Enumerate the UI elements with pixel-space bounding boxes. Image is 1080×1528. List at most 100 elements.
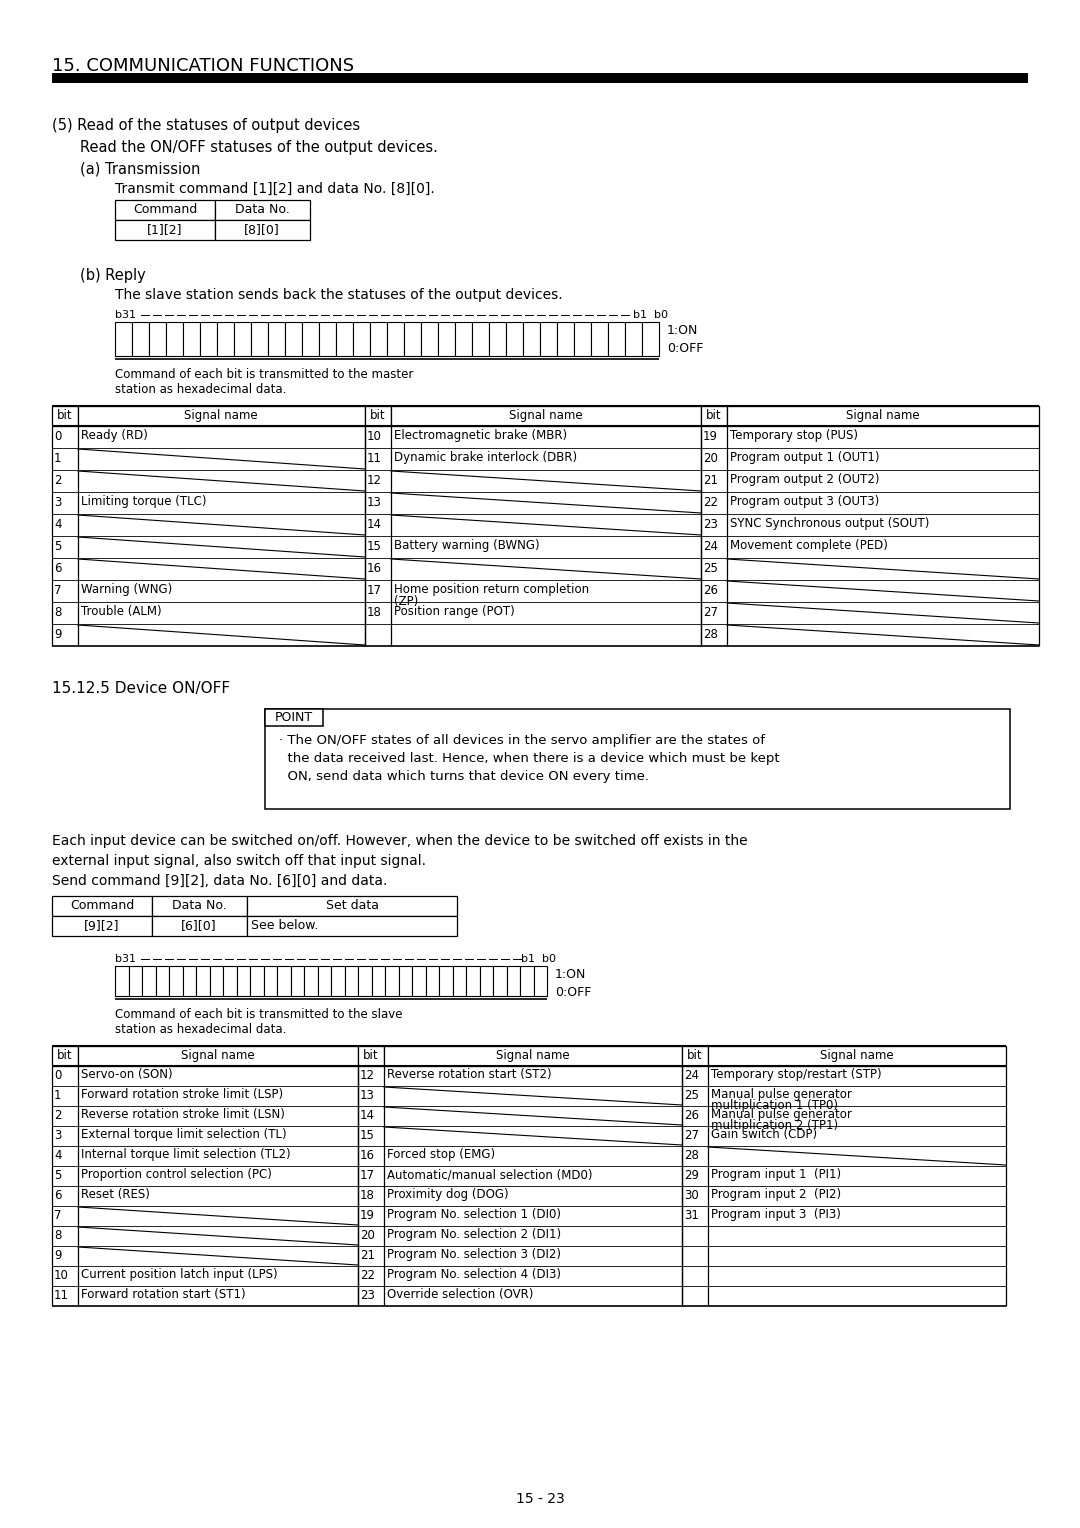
- Bar: [421, 322, 438, 356]
- Bar: [276, 966, 291, 996]
- Bar: [642, 322, 659, 356]
- Text: · The ON/OFF states of all devices in the servo amplifier are the states of: · The ON/OFF states of all devices in th…: [279, 733, 765, 747]
- Text: 6: 6: [54, 562, 62, 575]
- Bar: [319, 322, 336, 356]
- Text: 14: 14: [360, 1109, 375, 1122]
- Text: 12: 12: [360, 1070, 375, 1082]
- Text: Dynamic brake interlock (DBR): Dynamic brake interlock (DBR): [394, 451, 577, 465]
- Text: Program No. selection 3 (DI2): Program No. selection 3 (DI2): [387, 1248, 561, 1261]
- Bar: [265, 709, 323, 726]
- Text: Transmit command [1][2] and data No. [8][0].: Transmit command [1][2] and data No. [8]…: [114, 182, 435, 196]
- Text: 19: 19: [703, 429, 718, 443]
- Bar: [215, 220, 310, 240]
- Text: 27: 27: [703, 607, 718, 619]
- Bar: [365, 406, 391, 426]
- Text: Data No.: Data No.: [172, 898, 227, 912]
- Bar: [372, 966, 384, 996]
- Bar: [114, 322, 132, 356]
- Text: POINT: POINT: [275, 711, 313, 724]
- Text: 25: 25: [703, 562, 718, 575]
- Bar: [573, 322, 591, 356]
- Text: 2: 2: [54, 1109, 62, 1122]
- Text: Automatic/manual selection (MD0): Automatic/manual selection (MD0): [387, 1167, 593, 1181]
- Text: Command of each bit is transmitted to the master
station as hexadecimal data.: Command of each bit is transmitted to th…: [114, 368, 414, 396]
- Text: 23: 23: [703, 518, 718, 532]
- Text: Warning (WNG): Warning (WNG): [81, 584, 172, 596]
- Text: 0:OFF: 0:OFF: [667, 342, 703, 354]
- Bar: [357, 966, 372, 996]
- Bar: [438, 322, 455, 356]
- Text: bit: bit: [57, 410, 72, 422]
- Text: See below.: See below.: [251, 918, 319, 932]
- Text: Read the ON/OFF statuses of the output devices.: Read the ON/OFF statuses of the output d…: [80, 141, 437, 154]
- Text: external input signal, also switch off that input signal.: external input signal, also switch off t…: [52, 854, 426, 868]
- Text: 6: 6: [54, 1189, 62, 1203]
- Text: Signal name: Signal name: [185, 410, 258, 422]
- Text: bit: bit: [687, 1050, 703, 1062]
- Text: (5) Read of the statuses of output devices: (5) Read of the statuses of output devic…: [52, 118, 360, 133]
- Bar: [357, 1047, 384, 1067]
- Text: Program input 1  (PI1): Program input 1 (PI1): [711, 1167, 841, 1181]
- Text: 15.12.5 Device ON/OFF: 15.12.5 Device ON/OFF: [52, 681, 230, 695]
- Text: 20: 20: [360, 1229, 375, 1242]
- Bar: [156, 966, 168, 996]
- Text: Command: Command: [70, 898, 134, 912]
- Text: SYNC Synchronous output (SOUT): SYNC Synchronous output (SOUT): [730, 516, 930, 530]
- Bar: [114, 220, 215, 240]
- Text: 21: 21: [703, 474, 718, 487]
- Bar: [237, 966, 249, 996]
- Bar: [489, 322, 507, 356]
- Bar: [523, 322, 540, 356]
- Text: 25: 25: [684, 1089, 699, 1102]
- Text: Reset (RES): Reset (RES): [81, 1187, 150, 1201]
- Text: Gain switch (CDP): Gain switch (CDP): [711, 1128, 818, 1141]
- Bar: [183, 322, 200, 356]
- Bar: [302, 322, 319, 356]
- Bar: [681, 1047, 708, 1067]
- Bar: [701, 406, 727, 426]
- Text: Program No. selection 4 (DI3): Program No. selection 4 (DI3): [387, 1268, 561, 1280]
- Bar: [387, 322, 404, 356]
- Bar: [264, 966, 276, 996]
- Text: Internal torque limit selection (TL2): Internal torque limit selection (TL2): [81, 1148, 291, 1161]
- Text: Reverse rotation stroke limit (LSN): Reverse rotation stroke limit (LSN): [81, 1108, 285, 1122]
- Text: (a) Transmission: (a) Transmission: [80, 162, 201, 177]
- Bar: [215, 200, 310, 220]
- Text: Program No. selection 2 (DI1): Program No. selection 2 (DI1): [387, 1229, 562, 1241]
- Bar: [453, 966, 465, 996]
- Text: [9][2]: [9][2]: [84, 918, 120, 932]
- Text: Manual pulse generator: Manual pulse generator: [711, 1088, 852, 1102]
- Bar: [399, 966, 411, 996]
- Text: Program output 3 (OUT3): Program output 3 (OUT3): [730, 495, 879, 507]
- Bar: [540, 322, 557, 356]
- Bar: [492, 966, 507, 996]
- Text: 28: 28: [703, 628, 718, 642]
- Bar: [557, 322, 573, 356]
- Text: b31: b31: [114, 953, 136, 964]
- Text: 8: 8: [54, 1229, 62, 1242]
- Text: 2: 2: [54, 474, 62, 487]
- Text: 29: 29: [684, 1169, 699, 1183]
- Text: 30: 30: [684, 1189, 699, 1203]
- Text: 18: 18: [367, 607, 382, 619]
- Bar: [52, 895, 152, 915]
- Text: Program output 1 (OUT1): Program output 1 (OUT1): [730, 451, 879, 465]
- Text: Forward rotation start (ST1): Forward rotation start (ST1): [81, 1288, 245, 1300]
- Bar: [52, 1047, 78, 1067]
- Text: Command: Command: [133, 203, 198, 215]
- Bar: [480, 966, 492, 996]
- Text: [6][0]: [6][0]: [181, 918, 217, 932]
- Text: 3: 3: [54, 497, 62, 509]
- Bar: [303, 966, 318, 996]
- Text: multiplication 1 (TP0): multiplication 1 (TP0): [711, 1099, 838, 1112]
- Text: 13: 13: [360, 1089, 375, 1102]
- Bar: [78, 1047, 357, 1067]
- Bar: [507, 966, 519, 996]
- Text: 10: 10: [54, 1268, 69, 1282]
- Text: Current position latch input (LPS): Current position latch input (LPS): [81, 1268, 278, 1280]
- Bar: [426, 966, 438, 996]
- Text: Battery warning (BWNG): Battery warning (BWNG): [394, 539, 540, 552]
- Bar: [285, 322, 302, 356]
- Bar: [234, 322, 251, 356]
- Bar: [608, 322, 625, 356]
